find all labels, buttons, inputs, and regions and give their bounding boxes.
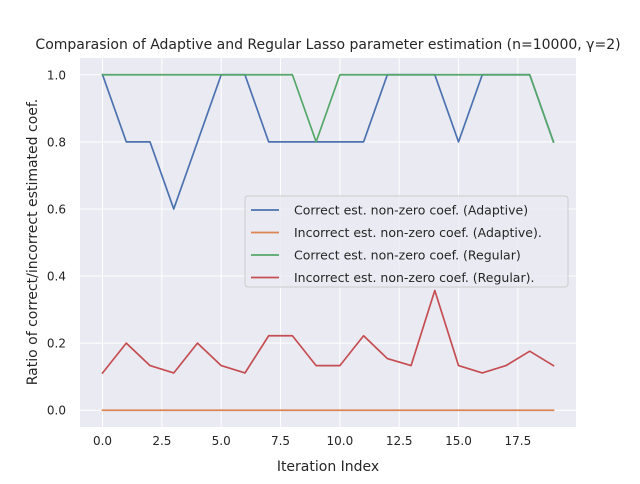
x-tick-labels: 0.0 2.5 5.0 7.5 10.0 12.5 15.0 17.5: [93, 434, 531, 448]
legend-label: Correct est. non-zero coef. (Adaptive): [294, 203, 528, 218]
x-tick-label: 10.0: [327, 434, 354, 448]
x-tick-label: 2.5: [152, 434, 171, 448]
chart-title: Comparasion of Adaptive and Regular Lass…: [35, 37, 620, 53]
y-tick-labels: 0.0 0.2 0.4 0.6 0.8 1.0: [47, 68, 66, 417]
legend-label: Incorrect est. non-zero coef. (Regular).: [294, 270, 534, 285]
y-tick-label: 0.0: [47, 404, 66, 418]
x-tick-label: 5.0: [212, 434, 231, 448]
legend: Correct est. non-zero coef. (Adaptive) In…: [244, 195, 569, 288]
y-axis-label: Ratio of correct/incorrect estimated coe…: [25, 99, 41, 386]
y-tick-label: 0.2: [47, 337, 66, 351]
x-tick-label: 7.5: [271, 434, 290, 448]
x-tick-label: 17.5: [504, 434, 531, 448]
legend-label: Correct est. non-zero coef. (Regular): [294, 248, 521, 263]
y-tick-label: 0.8: [47, 135, 66, 149]
x-tick-label: 15.0: [445, 434, 472, 448]
y-tick-label: 1.0: [47, 68, 66, 82]
series-line-1: [101, 73, 555, 210]
series-lines: [101, 73, 555, 412]
legend-frame: [244, 195, 569, 288]
x-tick-label: 0.0: [93, 434, 112, 448]
legend-label: Incorrect est. non-zero coef. (Adaptive)…: [294, 225, 542, 240]
x-tick-label: 12.5: [386, 434, 413, 448]
series-line-3: [101, 73, 555, 143]
y-tick-label: 0.6: [47, 202, 66, 216]
x-axis-label: Iteration Index: [277, 459, 379, 475]
series-line-4: [101, 289, 555, 375]
y-tick-label: 0.4: [47, 270, 66, 284]
